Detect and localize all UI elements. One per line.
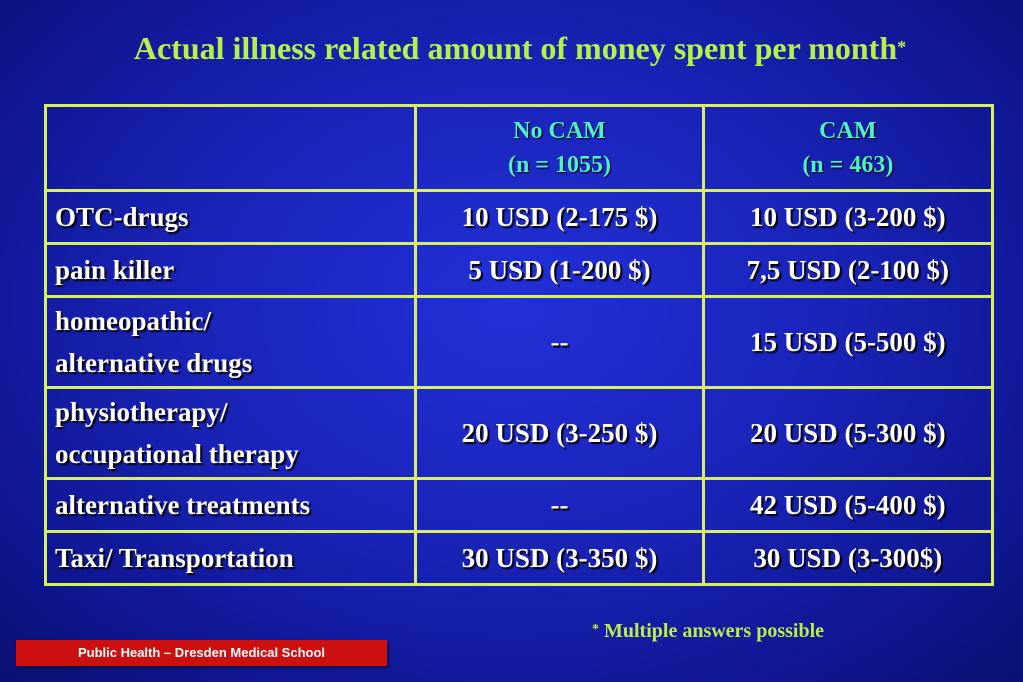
cell-no-cam: -- — [414, 477, 705, 533]
header-no-cam-label: No CAM — [513, 118, 606, 144]
row-label-line1: OTC-drugs — [55, 202, 189, 232]
table-row: Taxi/ Transportation 30 USD (3-350 $) 30… — [43, 530, 995, 586]
cell-no-cam: 10 USD (2-175 $) — [414, 189, 705, 245]
cell-no-cam: 30 USD (3-350 $) — [414, 530, 705, 586]
header-no-cam-count: (n = 1055) — [507, 152, 611, 178]
footnote: * Multiple answers possible — [592, 620, 824, 643]
footnote-marker: * — [592, 622, 599, 637]
row-label-line1: pain killer — [55, 255, 175, 285]
row-label-line1: homeopathic/ — [55, 306, 212, 336]
table-header-row: No CAM (n = 1055) CAM (n = 463) — [43, 104, 995, 192]
table-row: pain killer 5 USD (1-200 $) 7,5 USD (2-1… — [43, 242, 995, 298]
cell-no-cam: 20 USD (3-250 $) — [414, 386, 705, 480]
row-label-line1: physiotherapy/ — [55, 397, 228, 427]
row-label: OTC-drugs — [43, 189, 418, 245]
slide-title: Actual illness related amount of money s… — [0, 28, 1023, 73]
footer-banner: Public Health – Dresden Medical School — [16, 640, 387, 666]
cell-cam: 42 USD (5-400 $) — [701, 477, 995, 533]
cell-cam: 30 USD (3-300$) — [701, 530, 995, 586]
title-footnote-marker: * — [897, 37, 907, 57]
row-label-line2: alternative drugs — [55, 348, 253, 378]
footnote-text: Multiple answers possible — [604, 620, 825, 642]
header-cam-label: CAM — [819, 118, 877, 144]
table-row: alternative treatments -- 42 USD (5-400 … — [43, 477, 995, 533]
cost-table: No CAM (n = 1055) CAM (n = 463) OTC-drug… — [43, 104, 995, 586]
row-label: Taxi/ Transportation — [43, 530, 418, 586]
cell-cam: 7,5 USD (2-100 $) — [701, 242, 995, 298]
cell-no-cam: -- — [414, 295, 705, 389]
header-cam-count: (n = 463) — [802, 152, 894, 178]
header-cell-empty — [43, 104, 418, 192]
row-label: alternative treatments — [43, 477, 418, 533]
cell-cam: 15 USD (5-500 $) — [701, 295, 995, 389]
table-row: homeopathic/ alternative drugs -- 15 USD… — [43, 295, 995, 389]
table-row: physiotherapy/ occupational therapy 20 U… — [43, 386, 995, 480]
slide-title-text: Actual illness related amount of money s… — [133, 30, 898, 66]
row-label: physiotherapy/ occupational therapy — [43, 386, 418, 480]
row-label-line1: Taxi/ Transportation — [55, 543, 294, 573]
header-cell-cam: CAM (n = 463) — [701, 104, 995, 192]
table-row: OTC-drugs 10 USD (2-175 $) 10 USD (3-200… — [43, 189, 995, 245]
row-label-line2: occupational therapy — [55, 439, 299, 469]
row-label: homeopathic/ alternative drugs — [43, 295, 418, 389]
cell-no-cam: 5 USD (1-200 $) — [414, 242, 705, 298]
cell-cam: 20 USD (5-300 $) — [701, 386, 995, 480]
row-label: pain killer — [43, 242, 418, 298]
header-cell-no-cam: No CAM (n = 1055) — [414, 104, 705, 192]
row-label-line1: alternative treatments — [55, 490, 311, 520]
cell-cam: 10 USD (3-200 $) — [701, 189, 995, 245]
